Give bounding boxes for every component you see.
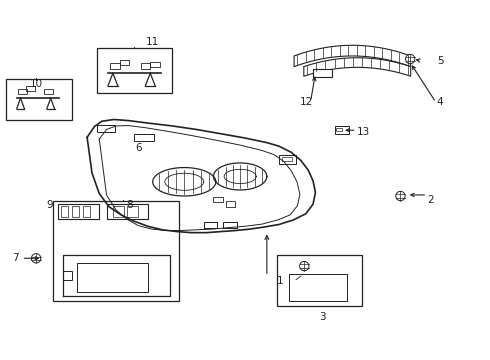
Text: 7: 7 <box>12 253 19 263</box>
Bar <box>279 155 296 164</box>
Bar <box>61 206 68 217</box>
Bar <box>276 255 362 306</box>
Bar <box>225 201 235 207</box>
Ellipse shape <box>299 261 309 271</box>
Ellipse shape <box>406 54 415 64</box>
Bar <box>134 134 154 141</box>
Text: 3: 3 <box>319 312 326 321</box>
Text: 6: 6 <box>135 143 142 153</box>
Bar <box>141 63 150 69</box>
Text: 1: 1 <box>276 276 283 287</box>
Bar <box>223 222 237 228</box>
Ellipse shape <box>396 191 405 201</box>
Bar <box>53 201 179 301</box>
Bar <box>58 204 99 219</box>
Bar <box>150 62 160 67</box>
Text: 10: 10 <box>29 79 43 89</box>
Bar <box>77 263 148 292</box>
Bar <box>18 89 27 94</box>
Bar <box>83 206 90 217</box>
Bar <box>6 78 72 120</box>
Text: 13: 13 <box>357 127 370 137</box>
Ellipse shape <box>31 253 41 263</box>
Bar <box>110 63 120 69</box>
Text: 4: 4 <box>437 97 443 107</box>
Bar <box>97 125 115 132</box>
Bar <box>282 157 292 162</box>
Text: 12: 12 <box>300 97 313 107</box>
Text: 9: 9 <box>47 200 53 210</box>
Text: 5: 5 <box>437 56 443 66</box>
Bar <box>120 60 129 66</box>
Bar <box>72 206 79 217</box>
Text: 11: 11 <box>146 37 159 46</box>
Bar <box>336 128 342 131</box>
Bar <box>97 48 172 93</box>
Bar <box>214 197 223 202</box>
Bar <box>63 271 72 280</box>
Bar <box>204 222 217 228</box>
Bar <box>335 126 349 134</box>
Bar <box>289 274 347 301</box>
Bar <box>204 222 217 228</box>
Text: 8: 8 <box>126 200 133 210</box>
Bar <box>26 86 35 91</box>
Text: 2: 2 <box>427 194 434 204</box>
Bar <box>113 206 123 217</box>
Bar <box>44 89 52 94</box>
Bar <box>127 206 138 217</box>
Bar <box>313 69 332 77</box>
Bar <box>106 204 148 219</box>
Bar <box>223 222 237 228</box>
